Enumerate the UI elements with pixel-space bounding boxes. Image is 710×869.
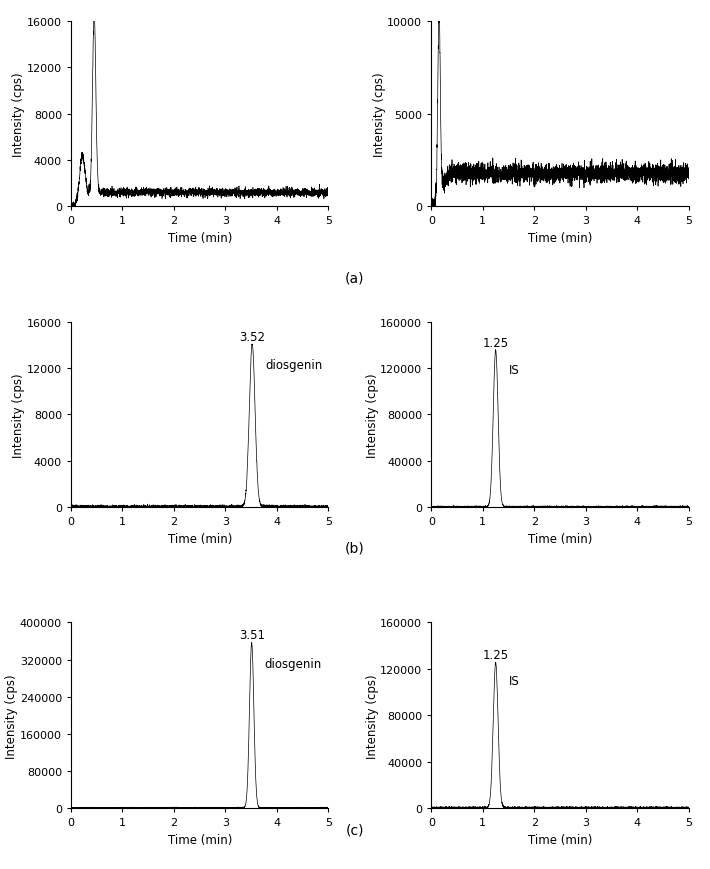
X-axis label: Time (min): Time (min) bbox=[528, 833, 592, 846]
Text: IS: IS bbox=[508, 674, 519, 687]
Text: diosgenin: diosgenin bbox=[265, 358, 322, 371]
Y-axis label: Intensity (cps): Intensity (cps) bbox=[366, 673, 378, 758]
Text: 1.25: 1.25 bbox=[483, 648, 509, 661]
X-axis label: Time (min): Time (min) bbox=[168, 232, 232, 245]
X-axis label: Time (min): Time (min) bbox=[528, 232, 592, 245]
Y-axis label: Intensity (cps): Intensity (cps) bbox=[6, 673, 18, 758]
Text: 3.52: 3.52 bbox=[239, 330, 266, 343]
X-axis label: Time (min): Time (min) bbox=[528, 532, 592, 545]
Text: (a): (a) bbox=[345, 271, 365, 285]
Y-axis label: Intensity (cps): Intensity (cps) bbox=[373, 72, 386, 156]
Text: (c): (c) bbox=[346, 823, 364, 837]
Text: (b): (b) bbox=[345, 541, 365, 554]
Y-axis label: Intensity (cps): Intensity (cps) bbox=[13, 373, 26, 457]
Text: 1.25: 1.25 bbox=[483, 336, 509, 349]
Text: 3.51: 3.51 bbox=[239, 628, 265, 641]
X-axis label: Time (min): Time (min) bbox=[168, 833, 232, 846]
Y-axis label: Intensity (cps): Intensity (cps) bbox=[366, 373, 378, 457]
Y-axis label: Intensity (cps): Intensity (cps) bbox=[13, 72, 26, 156]
Text: diosgenin: diosgenin bbox=[265, 657, 322, 670]
Text: IS: IS bbox=[508, 363, 519, 376]
X-axis label: Time (min): Time (min) bbox=[168, 532, 232, 545]
